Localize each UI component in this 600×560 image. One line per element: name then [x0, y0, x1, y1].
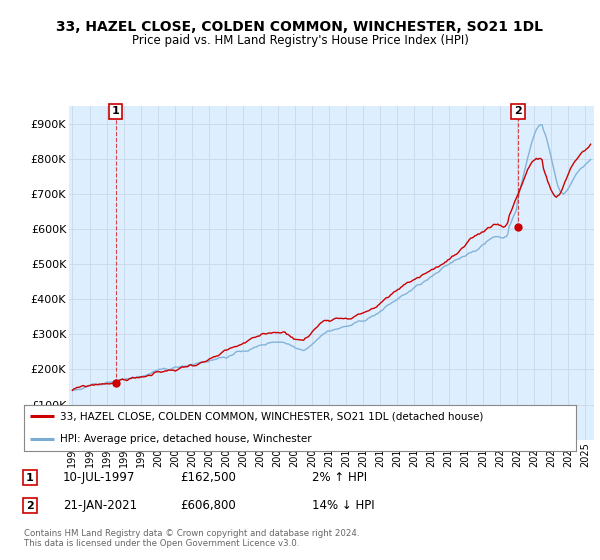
Text: £162,500: £162,500	[180, 471, 236, 484]
Text: Contains HM Land Registry data © Crown copyright and database right 2024.
This d: Contains HM Land Registry data © Crown c…	[24, 529, 359, 548]
Text: 2: 2	[26, 501, 34, 511]
Text: 2: 2	[514, 106, 522, 116]
Text: 33, HAZEL CLOSE, COLDEN COMMON, WINCHESTER, SO21 1DL (detached house): 33, HAZEL CLOSE, COLDEN COMMON, WINCHEST…	[60, 412, 483, 421]
Text: 1: 1	[112, 106, 119, 116]
Text: 1: 1	[26, 473, 34, 483]
Text: 21-JAN-2021: 21-JAN-2021	[63, 499, 137, 512]
Text: 33, HAZEL CLOSE, COLDEN COMMON, WINCHESTER, SO21 1DL: 33, HAZEL CLOSE, COLDEN COMMON, WINCHEST…	[56, 20, 544, 34]
Text: 2% ↑ HPI: 2% ↑ HPI	[312, 471, 367, 484]
Text: 10-JUL-1997: 10-JUL-1997	[63, 471, 136, 484]
Text: 14% ↓ HPI: 14% ↓ HPI	[312, 499, 374, 512]
Text: £606,800: £606,800	[180, 499, 236, 512]
Text: Price paid vs. HM Land Registry's House Price Index (HPI): Price paid vs. HM Land Registry's House …	[131, 34, 469, 46]
Text: HPI: Average price, detached house, Winchester: HPI: Average price, detached house, Winc…	[60, 435, 311, 444]
